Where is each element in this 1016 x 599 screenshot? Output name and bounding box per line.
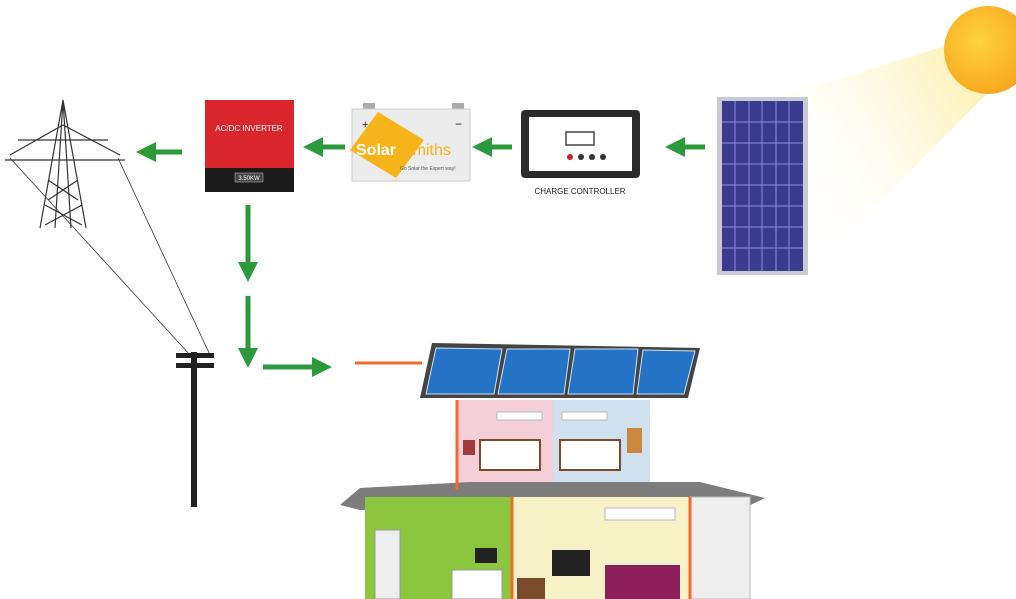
battery-tagline: Go Solar the Expert way! bbox=[400, 166, 456, 172]
inverter: AC/DC INVERTER 3.50KW bbox=[205, 100, 294, 192]
controller-label: CHARGE CONTROLLER bbox=[534, 187, 625, 196]
battery-negative: − bbox=[455, 117, 462, 131]
tower bbox=[5, 100, 210, 355]
utility-pole bbox=[176, 352, 214, 507]
solar-diagram: CHARGE CONTROLLER + − Solar Smiths Go So… bbox=[0, 0, 1016, 599]
brand-solar: Solar bbox=[356, 142, 396, 159]
house bbox=[340, 343, 765, 599]
inverter-rating: 3.50KW bbox=[238, 176, 260, 182]
brand-smiths: Smiths bbox=[402, 142, 451, 159]
inverter-label: AC/DC INVERTER bbox=[215, 124, 283, 133]
solar-panel bbox=[717, 97, 808, 275]
charge-controller: CHARGE CONTROLLER bbox=[521, 110, 640, 196]
battery: + − Solar Smiths Go Solar the Expert way… bbox=[350, 103, 470, 181]
battery-positive: + bbox=[362, 119, 368, 131]
